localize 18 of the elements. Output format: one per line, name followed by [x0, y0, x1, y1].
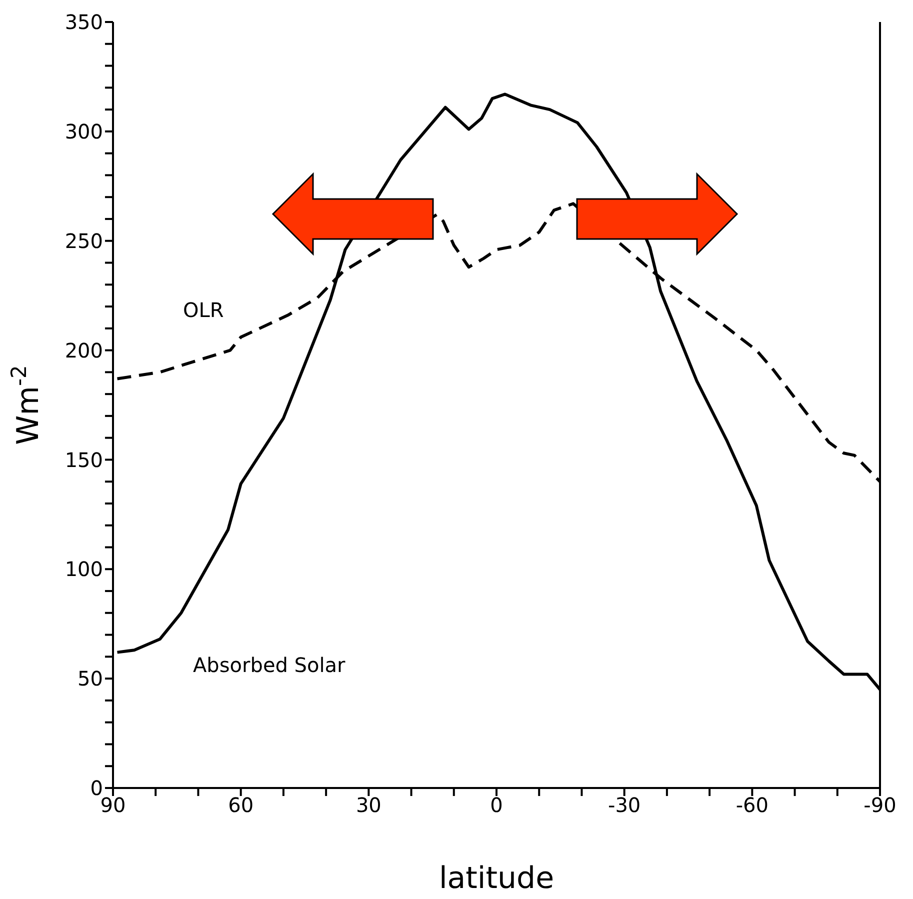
series-label: OLR [183, 298, 224, 322]
x-tick-label: 60 [228, 793, 254, 818]
x-tick-label: 30 [356, 793, 382, 818]
y-tick-label: 300 [64, 120, 103, 144]
y-tick-label: 250 [64, 228, 103, 253]
x-axis-title: latitude [438, 861, 554, 896]
x-tick-label: 90 [100, 793, 126, 818]
y-tick-label: 200 [64, 338, 103, 362]
y-tick-label: 100 [64, 557, 103, 582]
x-tick-label: -60 [736, 793, 769, 818]
y-tick-label: 150 [64, 448, 103, 472]
y-tick-label: 350 [64, 10, 103, 34]
y-tick-label: 50 [78, 666, 103, 691]
y-tick-label: 0 [90, 776, 103, 800]
x-tick-label: -90 [864, 793, 896, 818]
x-tick-label: -30 [608, 793, 641, 818]
x-tick-label: 0 [490, 793, 503, 818]
series-label: Absorbed Solar [193, 653, 346, 677]
